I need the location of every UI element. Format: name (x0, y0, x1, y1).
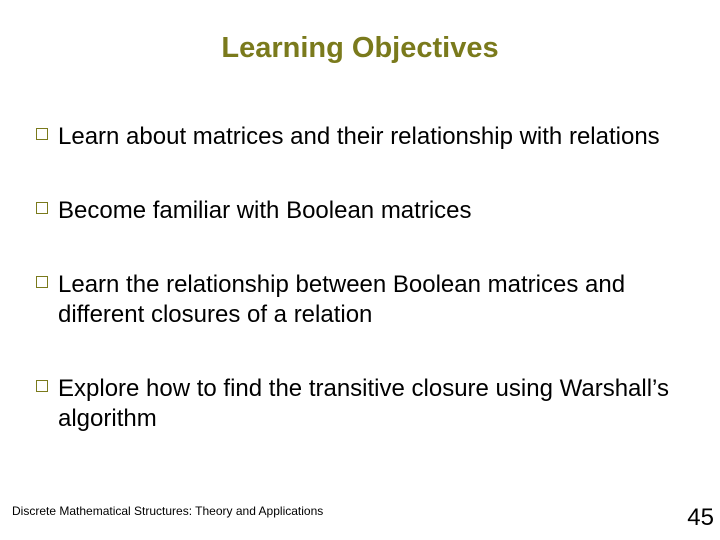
square-bullet-icon (36, 276, 48, 288)
square-bullet-icon (36, 202, 48, 214)
list-item: Become familiar with Boolean matrices (36, 196, 690, 226)
list-item: Learn about matrices and their relations… (36, 122, 690, 152)
objectives-list: Learn about matrices and their relations… (36, 122, 690, 434)
list-item-text: Explore how to find the transitive closu… (58, 374, 690, 434)
list-item-text: Learn about matrices and their relations… (58, 122, 690, 152)
list-item-text: Learn the relationship between Boolean m… (58, 270, 690, 330)
slide: Learning Objectives Learn about matrices… (0, 0, 720, 540)
page-title: Learning Objectives (0, 0, 720, 65)
page-number: 45 (687, 504, 714, 532)
list-item-text: Become familiar with Boolean matrices (58, 196, 690, 226)
list-item: Learn the relationship between Boolean m… (36, 270, 690, 330)
footer-text: Discrete Mathematical Structures: Theory… (12, 504, 323, 518)
square-bullet-icon (36, 128, 48, 140)
square-bullet-icon (36, 380, 48, 392)
list-item: Explore how to find the transitive closu… (36, 374, 690, 434)
